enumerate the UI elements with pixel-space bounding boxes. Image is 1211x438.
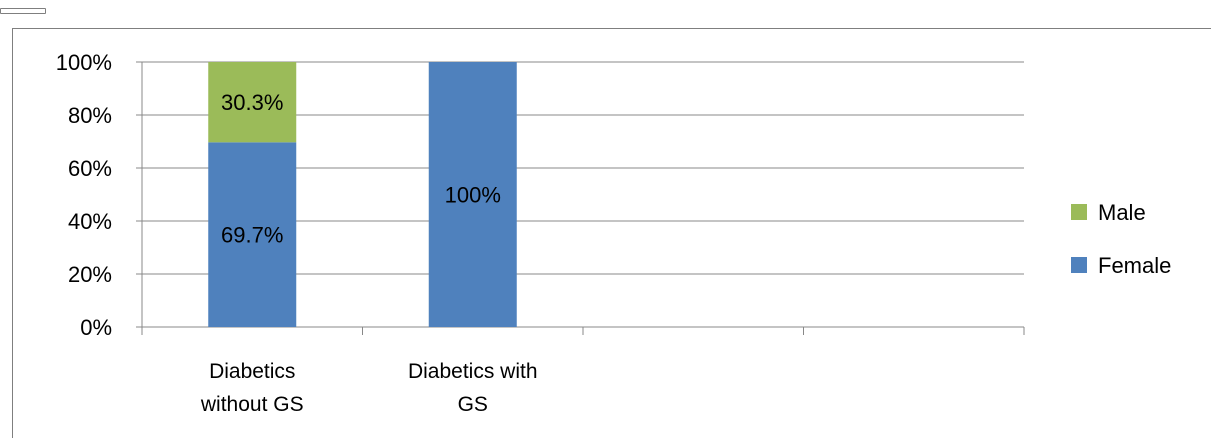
y-tick-label: 0% <box>80 315 112 340</box>
data-label-male: 30.3% <box>221 90 283 115</box>
y-tick-label: 80% <box>68 103 112 128</box>
data-label-female: 69.7% <box>221 223 283 248</box>
y-tick-label: 20% <box>68 262 112 287</box>
bar-male <box>208 62 297 143</box>
data-label-female: 100% <box>445 183 501 208</box>
data-labels: 69.7% 30.3% 100% <box>221 90 501 248</box>
axes: 0% 20% 40% 60% 80% 100% Diabetics without GS Dia… <box>56 50 1025 416</box>
legend: Male Female <box>1071 200 1171 278</box>
x-category-label: Diabetics without GS <box>200 360 304 416</box>
y-tick-label: 60% <box>68 156 112 181</box>
y-tick-label: 40% <box>68 209 112 234</box>
x-category-label: Diabetics with GS <box>408 360 538 416</box>
legend-swatch-male <box>1071 204 1087 220</box>
legend-swatch-female <box>1071 257 1087 273</box>
y-tick-label: 100% <box>56 50 112 75</box>
bar-female <box>428 62 517 327</box>
chart-frame <box>12 28 1211 438</box>
legend-label-male: Male <box>1098 200 1146 225</box>
chart-tab-handle[interactable] <box>0 8 46 14</box>
legend-label-female: Female <box>1098 253 1171 278</box>
bar-female <box>208 142 297 327</box>
bars <box>208 62 517 327</box>
